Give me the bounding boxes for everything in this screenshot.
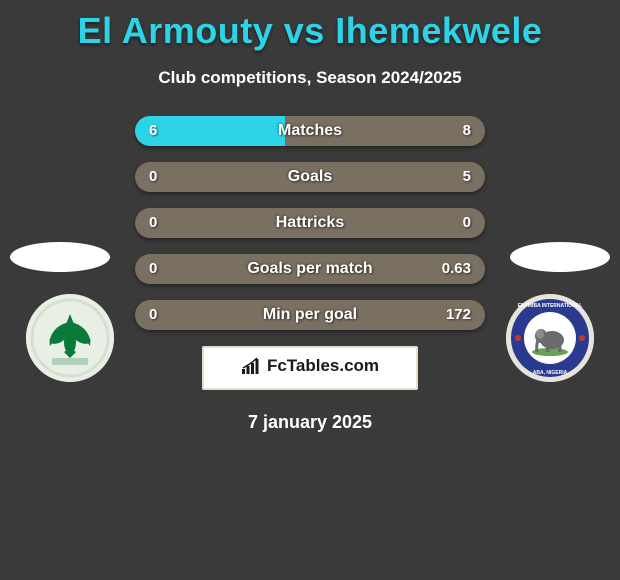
stat-label: Hattricks <box>135 208 485 238</box>
stat-label: Min per goal <box>135 300 485 330</box>
player-marker-left <box>10 242 110 272</box>
stat-row: 6Matches8 <box>135 116 485 146</box>
stat-value-right: 0.63 <box>442 254 471 284</box>
club-badge-left <box>26 294 114 382</box>
stat-label: Goals per match <box>135 254 485 284</box>
svg-text:ABA, NIGERIA: ABA, NIGERIA <box>533 370 568 376</box>
stat-label: Matches <box>135 116 485 146</box>
stat-row: 0Goals5 <box>135 162 485 192</box>
stat-row: 0Min per goal172 <box>135 300 485 330</box>
stat-row: 0Hattricks0 <box>135 208 485 238</box>
chart-icon <box>241 357 263 375</box>
date-line: 7 january 2025 <box>0 412 620 433</box>
branding-text: FcTables.com <box>267 356 379 376</box>
club-badge-right: ENYIMBA INTERNATIONAL ABA, NIGERIA <box>506 294 594 382</box>
page-subtitle: Club competitions, Season 2024/2025 <box>0 68 620 88</box>
stat-value-right: 8 <box>463 116 471 146</box>
branding-box: FcTables.com <box>202 346 418 390</box>
player-marker-right <box>510 242 610 272</box>
stat-value-right: 0 <box>463 208 471 238</box>
badge-star-left <box>515 335 521 341</box>
badge-text-bar <box>52 358 88 365</box>
stats-area: ENYIMBA INTERNATIONAL ABA, NIGERIA 6Matc… <box>0 116 620 330</box>
stat-value-right: 172 <box>446 300 471 330</box>
page-title: El Armouty vs Ihemekwele <box>0 0 620 52</box>
badge-star-right <box>579 335 585 341</box>
stat-row: 0Goals per match0.63 <box>135 254 485 284</box>
stat-value-right: 5 <box>463 162 471 192</box>
stat-label: Goals <box>135 162 485 192</box>
svg-text:ENYIMBA INTERNATIONAL: ENYIMBA INTERNATIONAL <box>518 303 583 309</box>
